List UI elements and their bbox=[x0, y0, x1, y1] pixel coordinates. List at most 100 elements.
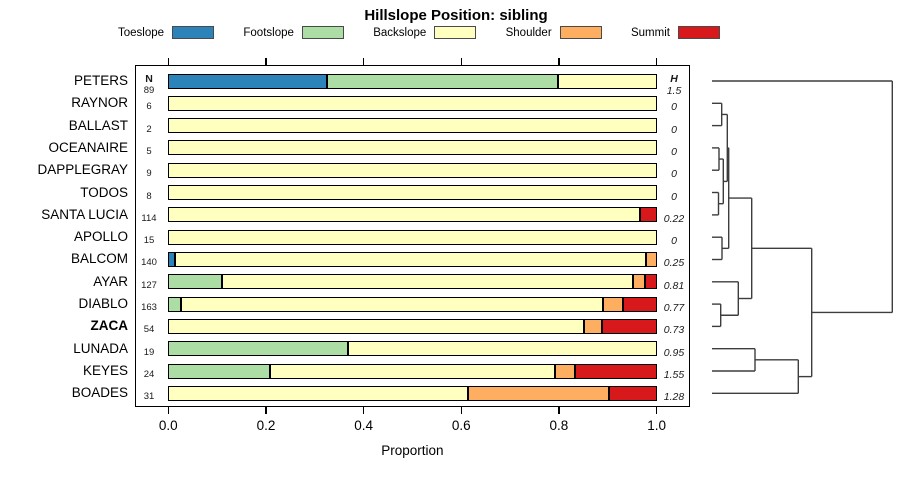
legend-swatch bbox=[172, 26, 215, 39]
bar-segment-footslope bbox=[168, 341, 348, 357]
h-value: 0 bbox=[671, 123, 677, 136]
h-value: 0.22 bbox=[663, 212, 685, 225]
bar-segment-toeslope bbox=[168, 251, 176, 267]
n-value: 31 bbox=[143, 391, 155, 403]
row-label: KEYES bbox=[82, 363, 128, 379]
h-value: 0 bbox=[671, 235, 677, 248]
h-value: 1.28 bbox=[663, 391, 685, 404]
legend-item-summit: Summit bbox=[631, 26, 720, 39]
n-value: 6 bbox=[146, 101, 152, 113]
legend-item-shoulder: Shoulder bbox=[506, 26, 602, 39]
h-value: 0.73 bbox=[663, 324, 685, 337]
n-value: 15 bbox=[143, 235, 155, 247]
x-axis-tick-label: 0.2 bbox=[256, 418, 276, 433]
x-axis-top-tick bbox=[167, 58, 170, 65]
row-label: AYAR bbox=[93, 273, 128, 289]
x-axis-top-tick bbox=[362, 58, 365, 65]
h-value: 0 bbox=[671, 145, 677, 158]
x-axis-top-tick bbox=[655, 58, 658, 65]
legend-label: Toeslope bbox=[118, 26, 165, 39]
bar-segment-backslope bbox=[168, 229, 657, 245]
legend-label: Backslope bbox=[373, 26, 427, 39]
x-axis-tick-label: 0.0 bbox=[158, 418, 178, 433]
bar-segment-backslope bbox=[175, 251, 647, 267]
bar-segment-summit bbox=[575, 363, 657, 379]
row-label: SANTA LUCIA bbox=[41, 206, 128, 222]
legend-item-footslope: Footslope bbox=[243, 26, 344, 39]
n-value: 24 bbox=[143, 369, 155, 381]
h-value: H 1.5 bbox=[655, 73, 693, 97]
legend: Toeslope Footslope Backslope Shoulder Summit bbox=[118, 26, 720, 39]
n-value: 8 bbox=[146, 190, 152, 202]
row-label: DAPPLEGRAY bbox=[37, 162, 128, 178]
x-axis-title: Proportion bbox=[381, 443, 444, 458]
bar-segment-backslope bbox=[168, 207, 640, 223]
bar-segment-backslope bbox=[168, 140, 657, 156]
bar-segment-summit bbox=[602, 318, 657, 334]
row-label: RAYNOR bbox=[71, 95, 128, 111]
bar-segment-summit bbox=[644, 274, 657, 290]
h-value: 0.81 bbox=[663, 279, 685, 292]
legend-swatch bbox=[677, 26, 720, 39]
n-value: 140 bbox=[141, 257, 157, 269]
h-value: 0 bbox=[671, 168, 677, 181]
bar-segment-backslope bbox=[557, 73, 657, 89]
h-value: 0.77 bbox=[663, 302, 685, 315]
x-axis-tick bbox=[655, 407, 658, 414]
x-axis-top-tick bbox=[460, 58, 463, 65]
row-label: APOLLO bbox=[73, 229, 128, 245]
bar-segment-backslope bbox=[168, 95, 657, 111]
bar-segment-toeslope bbox=[168, 73, 328, 89]
row-label: BOADES bbox=[71, 385, 128, 401]
bar-segment-shoulder bbox=[584, 318, 603, 334]
bar-segment-backslope bbox=[168, 162, 657, 178]
x-axis-top-tick bbox=[265, 58, 267, 65]
n-value: 2 bbox=[146, 123, 152, 135]
n-value: 163 bbox=[141, 302, 157, 314]
x-axis-tick-label: 0.6 bbox=[451, 418, 471, 433]
n-value: 5 bbox=[146, 145, 152, 157]
row-label: LUNADA bbox=[73, 340, 128, 356]
bar-segment-backslope bbox=[168, 318, 585, 334]
bar-segment-shoulder bbox=[633, 274, 645, 290]
row-label: BALLAST bbox=[68, 117, 128, 133]
n-value: N 89 bbox=[134, 73, 164, 96]
n-value: 54 bbox=[143, 324, 155, 336]
x-axis-tick bbox=[558, 407, 560, 414]
n-value: 9 bbox=[146, 168, 152, 180]
n-value: 114 bbox=[141, 212, 157, 224]
legend-swatch bbox=[301, 26, 344, 39]
bar-segment-summit bbox=[609, 385, 657, 401]
x-axis-tick-label: 1.0 bbox=[647, 418, 666, 433]
bar-segment-shoulder bbox=[646, 251, 657, 267]
bar-segment-shoulder bbox=[467, 385, 610, 401]
bar-segment-footslope bbox=[168, 363, 270, 379]
legend-label: Shoulder bbox=[505, 26, 552, 39]
bar-segment-shoulder bbox=[554, 363, 576, 379]
bar-segment-backslope bbox=[168, 185, 657, 201]
bar-segment-backslope bbox=[222, 274, 634, 290]
bar-segment-backslope bbox=[347, 341, 657, 357]
bar-segment-footslope bbox=[327, 73, 558, 89]
bar-segment-summit bbox=[623, 296, 657, 312]
n-value: 127 bbox=[141, 279, 157, 291]
row-label: TODOS bbox=[80, 184, 128, 200]
x-axis-tick-label: 0.4 bbox=[354, 418, 373, 433]
x-axis-tick bbox=[362, 407, 365, 414]
legend-label: Footslope bbox=[243, 26, 294, 39]
row-label: PETERS bbox=[73, 73, 128, 88]
row-label: BALCOM bbox=[70, 251, 128, 267]
n-value: 19 bbox=[143, 346, 155, 358]
h-value: 0 bbox=[671, 190, 677, 203]
legend-item-toeslope: Toeslope bbox=[118, 26, 215, 39]
bar-segment-footslope bbox=[168, 274, 222, 290]
h-value: 0.25 bbox=[663, 257, 685, 270]
x-axis-tick bbox=[460, 407, 463, 414]
row-label: DIABLO bbox=[78, 296, 128, 312]
x-axis-tick-label: 0.8 bbox=[549, 418, 569, 433]
row-label: ZACA bbox=[90, 318, 129, 334]
bar-segment-footslope bbox=[168, 296, 181, 312]
bar-segment-backslope bbox=[269, 363, 555, 379]
legend-label: Summit bbox=[630, 26, 670, 39]
